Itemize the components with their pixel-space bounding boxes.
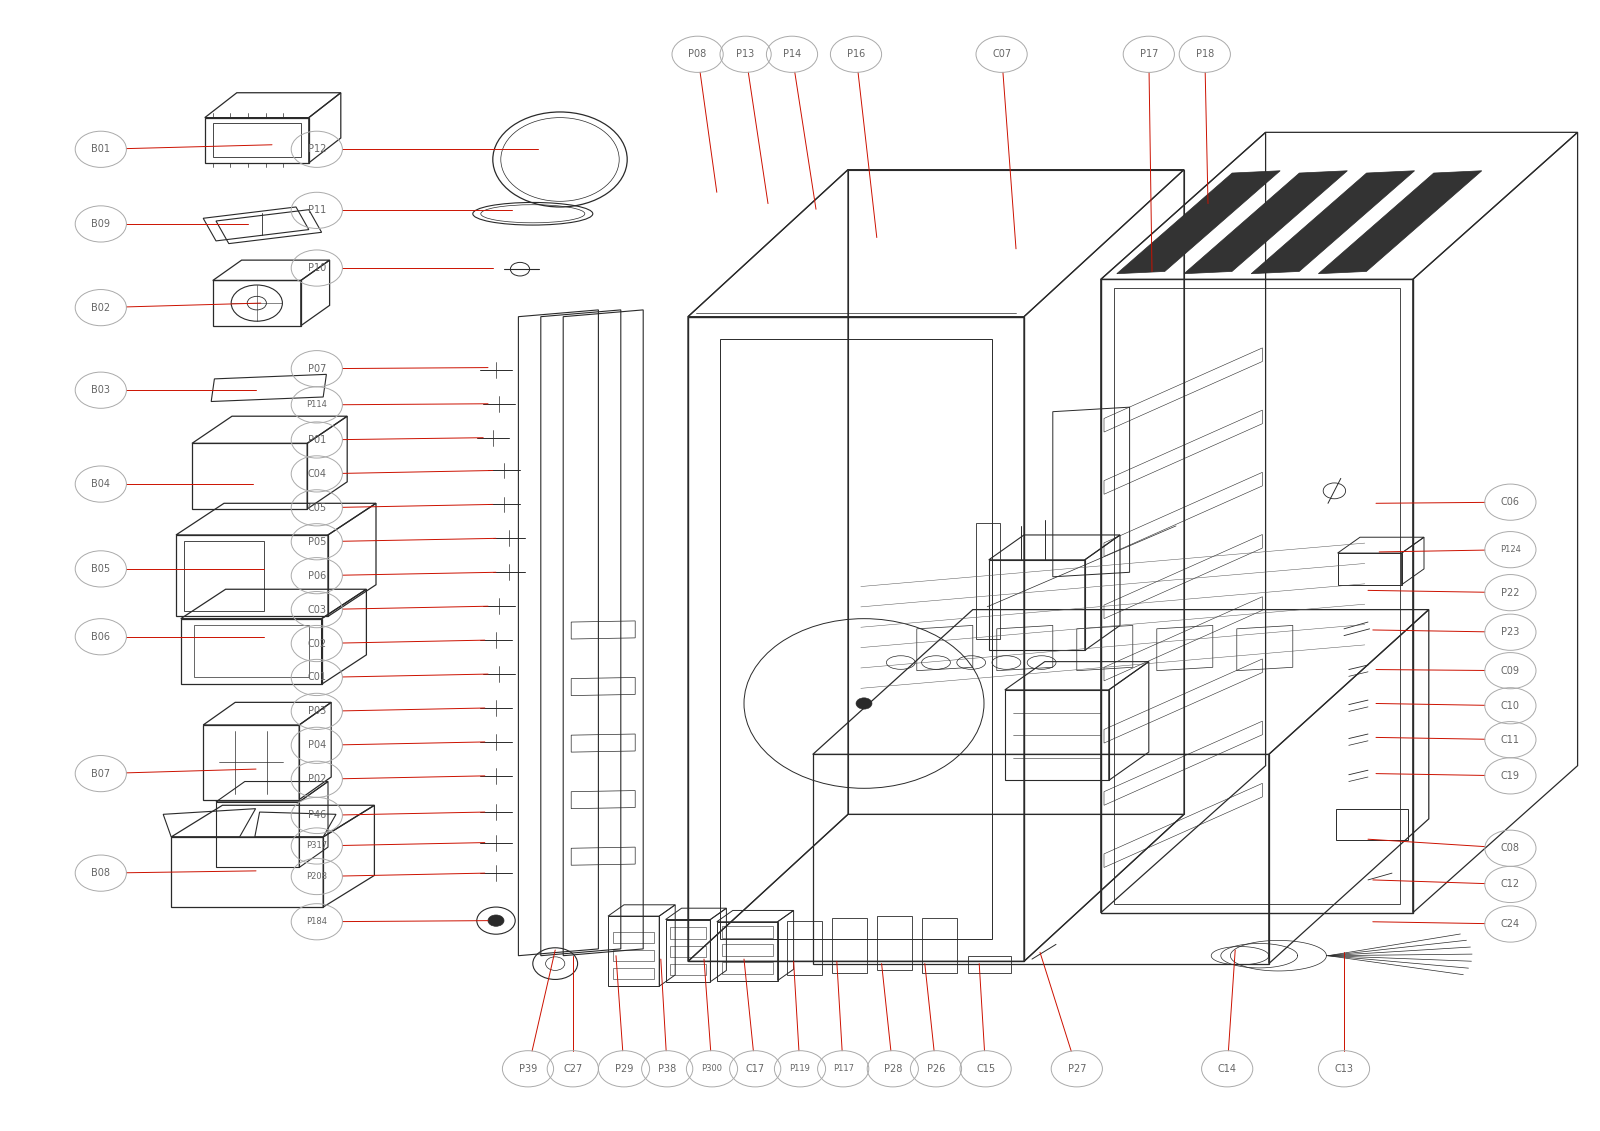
Text: C06: C06 [1501,498,1520,507]
Text: P117: P117 [832,1064,854,1073]
Text: B07: B07 [91,769,110,778]
Text: P08: P08 [688,50,707,59]
Text: P10: P10 [307,264,326,273]
Text: P14: P14 [782,50,802,59]
Text: P17: P17 [1139,50,1158,59]
Text: C02: C02 [307,639,326,648]
Text: C15: C15 [976,1064,995,1073]
Polygon shape [1251,171,1414,274]
Text: P18: P18 [1195,50,1214,59]
Text: P184: P184 [306,917,328,926]
Text: B03: B03 [91,386,110,395]
Text: P317: P317 [306,841,328,851]
Text: P03: P03 [307,707,326,716]
Text: P22: P22 [1501,588,1520,597]
Text: P38: P38 [658,1064,677,1073]
Text: C07: C07 [992,50,1011,59]
Text: C24: C24 [1501,920,1520,929]
Text: C27: C27 [563,1064,582,1073]
Text: C14: C14 [1218,1064,1237,1073]
Text: P28: P28 [883,1064,902,1073]
Polygon shape [1318,171,1482,274]
Text: C04: C04 [307,469,326,478]
Text: P114: P114 [306,400,328,409]
Text: C10: C10 [1501,701,1520,710]
Text: P12: P12 [307,145,326,154]
Text: P06: P06 [307,571,326,580]
Circle shape [856,698,872,709]
Text: P124: P124 [1499,545,1522,554]
Text: P29: P29 [614,1064,634,1073]
Text: P16: P16 [846,50,866,59]
Text: P04: P04 [307,741,326,750]
Text: P208: P208 [306,872,328,881]
Text: B09: B09 [91,219,110,228]
Text: P39: P39 [518,1064,538,1073]
Text: P02: P02 [307,775,326,784]
Text: P23: P23 [1501,628,1520,637]
Text: P01: P01 [307,435,326,444]
Text: C09: C09 [1501,666,1520,675]
Text: P07: P07 [307,364,326,373]
Text: P13: P13 [736,50,755,59]
Text: B01: B01 [91,145,110,154]
Text: C05: C05 [307,503,326,512]
Text: B05: B05 [91,564,110,573]
Text: P26: P26 [926,1064,946,1073]
Polygon shape [1184,171,1347,274]
Text: P27: P27 [1067,1064,1086,1073]
Polygon shape [1117,171,1280,274]
Text: P11: P11 [307,206,326,215]
Text: C12: C12 [1501,880,1520,889]
Text: C17: C17 [746,1064,765,1073]
Text: B04: B04 [91,480,110,489]
Circle shape [488,915,504,926]
Text: P119: P119 [789,1064,811,1073]
Text: C19: C19 [1501,771,1520,780]
Text: C13: C13 [1334,1064,1354,1073]
Text: C11: C11 [1501,735,1520,744]
Text: B02: B02 [91,303,110,312]
Text: B06: B06 [91,632,110,641]
Text: C03: C03 [307,605,326,614]
Text: C08: C08 [1501,844,1520,853]
Text: P300: P300 [701,1064,723,1073]
Text: P05: P05 [307,537,326,546]
Text: P46: P46 [307,811,326,820]
Text: C01: C01 [307,673,326,682]
Text: B08: B08 [91,869,110,878]
